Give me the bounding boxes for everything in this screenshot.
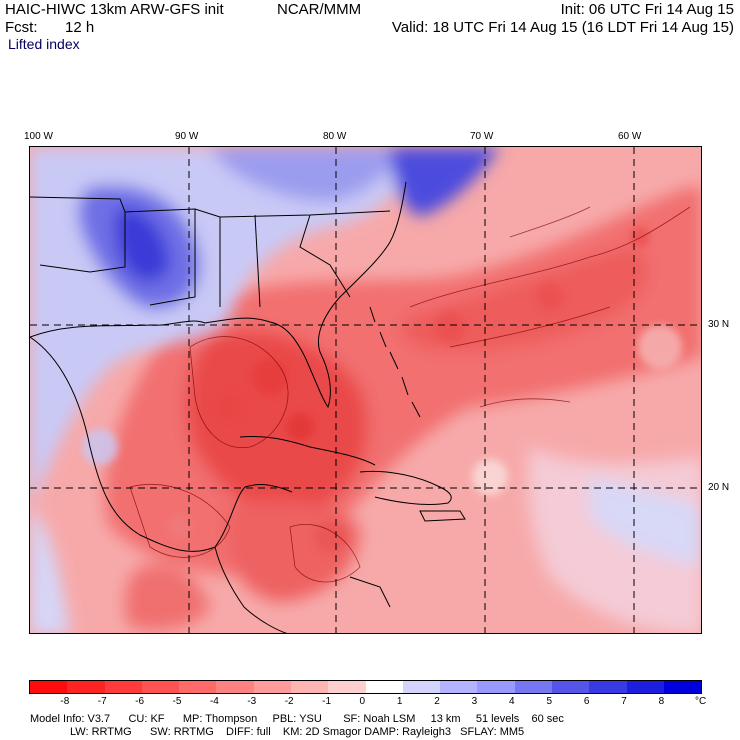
colorbar-segment — [440, 681, 478, 693]
coastlines — [30, 181, 466, 633]
map-plot — [30, 147, 701, 633]
model-info-line1: Model Info: V3.7 CU: KF MP: Thompson PBL… — [30, 713, 564, 725]
colorbar-segment — [551, 681, 590, 693]
lon-label-70w: 70 W — [470, 131, 494, 142]
lon-label-80w: 80 W — [323, 131, 347, 142]
lon-label-90w: 90 W — [175, 131, 199, 142]
colorbar-segment — [402, 681, 441, 693]
valid-time: Valid: 18 UTC Fri 14 Aug 15 (16 LDT Fri … — [391, 19, 734, 36]
colorbar-segment — [141, 681, 180, 693]
lon-label-60w: 60 W — [618, 131, 642, 142]
colorbar-tick-label: 6 — [583, 696, 590, 707]
colorbar-segment — [589, 681, 627, 693]
colorbar-tick-label: 2 — [434, 696, 440, 707]
colorbar-segment — [328, 681, 366, 693]
colorbar-segment — [626, 681, 664, 693]
lat-lon-grid — [30, 147, 701, 633]
colorbar-segment — [30, 681, 68, 693]
forecast-label: Fcst: — [5, 19, 38, 36]
colorbar-tick-label: -5 — [172, 696, 182, 707]
colorbar-segment — [290, 681, 329, 693]
colorbar-tick-label: 3 — [471, 696, 478, 707]
model-info-line2: LW: RRTMG SW: RRTMG DIFF: full KM: 2D Sm… — [70, 726, 525, 738]
model-title: HAIC-HIWC 13km ARW-GFS init — [5, 1, 224, 18]
colorbar-tick-label: 7 — [621, 696, 627, 707]
org-label: NCAR/MMM — [277, 1, 362, 18]
lifted-index-map — [29, 146, 702, 634]
lon-label-100w: 100 W — [24, 131, 53, 142]
colorbar-tick-label: 5 — [546, 696, 552, 707]
colorbar-tick-label: -2 — [284, 696, 294, 707]
colorbar-unit: °C — [695, 696, 707, 707]
colorbar-tick-label: 1 — [396, 696, 403, 707]
colorbar-segment — [216, 681, 254, 693]
lat-label-20n: 20 N — [708, 482, 730, 493]
colorbar-segment — [67, 681, 105, 693]
colorbar-tick-label: -4 — [209, 696, 219, 707]
field-texture — [82, 227, 682, 553]
init-time: Init: 06 UTC Fri 14 Aug 15 — [560, 1, 734, 18]
colorbar — [29, 680, 702, 694]
colorbar-segment — [477, 681, 515, 693]
lat-label-30n: 30 N — [708, 319, 730, 330]
colorbar-tick-label: 4 — [509, 696, 515, 707]
colorbar-tick-label: -1 — [322, 696, 332, 707]
colorbar-tick-label: -8 — [60, 696, 70, 707]
colorbar-tick-label: 8 — [658, 696, 665, 707]
field-stable-regions — [30, 147, 701, 633]
field-name: Lifted index — [8, 36, 80, 52]
colorbar-tick-label: 0 — [359, 696, 366, 707]
forecast-hour: 12 h — [65, 19, 95, 36]
colorbar-segment — [179, 681, 217, 693]
colorbar-segment — [514, 681, 552, 693]
colorbar-segment — [253, 681, 291, 693]
colorbar-tick-label: -6 — [135, 696, 145, 707]
colorbar-segment — [663, 681, 702, 693]
colorbar-segment — [104, 681, 142, 693]
contour-lines — [129, 206, 691, 583]
colorbar-tick-label: -3 — [247, 696, 257, 707]
colorbar-tick-label: -7 — [97, 696, 107, 707]
colorbar-segment — [365, 681, 403, 693]
